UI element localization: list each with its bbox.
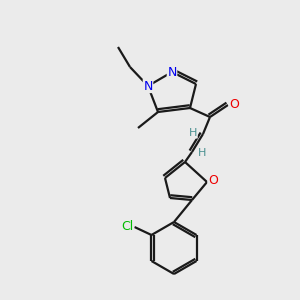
Text: O: O: [208, 175, 218, 188]
Text: O: O: [229, 98, 239, 112]
Text: N: N: [143, 80, 153, 92]
Text: H: H: [189, 128, 197, 138]
Text: H: H: [198, 148, 206, 158]
Text: Cl: Cl: [122, 220, 134, 233]
Text: N: N: [167, 65, 177, 79]
